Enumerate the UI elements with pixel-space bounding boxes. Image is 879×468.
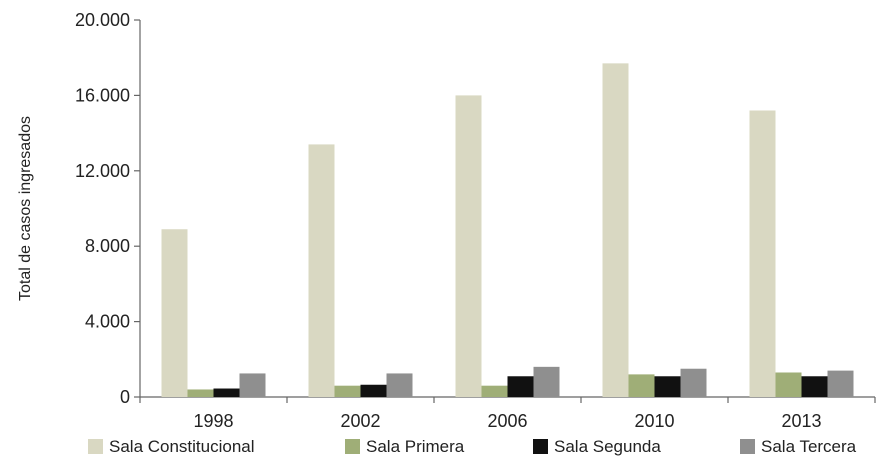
bar bbox=[533, 366, 560, 397]
x-tick-label: 2002 bbox=[340, 411, 380, 431]
bar bbox=[775, 372, 802, 397]
legend: Sala Constitucional Sala Primera Sala Segu… bbox=[88, 437, 857, 456]
bar bbox=[455, 95, 482, 398]
legend-label: Sala Primera bbox=[366, 437, 465, 456]
legend-label: Sala Segunda bbox=[554, 437, 661, 456]
x-tick-label: 2013 bbox=[781, 411, 821, 431]
y-tick-label: 4.000 bbox=[85, 312, 130, 332]
x-ticks: 1998 2002 2006 2010 2013 bbox=[139, 397, 876, 431]
x-tick-label: 2010 bbox=[634, 411, 674, 431]
bar bbox=[187, 389, 214, 397]
legend-swatch bbox=[533, 439, 548, 454]
bar bbox=[654, 376, 681, 397]
bar bbox=[308, 144, 335, 397]
y-axis-title: Total de casos ingresados bbox=[17, 116, 34, 301]
bars bbox=[161, 63, 854, 398]
y-tick-label: 16.000 bbox=[75, 85, 130, 105]
legend-label: Sala Constitucional bbox=[109, 437, 255, 456]
y-tick-label: 20.000 bbox=[75, 10, 130, 30]
legend-swatch bbox=[88, 439, 103, 454]
bar bbox=[801, 376, 828, 397]
bar bbox=[481, 385, 508, 397]
y-tick-label: 0 bbox=[120, 387, 130, 407]
bar bbox=[827, 370, 854, 397]
legend-swatch bbox=[345, 439, 360, 454]
y-tick-label: 12.000 bbox=[75, 161, 130, 181]
bar bbox=[334, 385, 361, 397]
legend-label: Sala Tercera bbox=[761, 437, 857, 456]
x-tick-label: 1998 bbox=[193, 411, 233, 431]
x-tick-label: 2006 bbox=[487, 411, 527, 431]
bar bbox=[602, 63, 629, 397]
bar bbox=[628, 374, 655, 397]
bar bbox=[239, 373, 266, 397]
bar bbox=[749, 110, 776, 397]
y-ticks: 0 4.000 8.000 12.000 16.000 20.000 bbox=[75, 10, 140, 407]
bar bbox=[386, 373, 413, 397]
y-tick-label: 8.000 bbox=[85, 236, 130, 256]
bar bbox=[507, 376, 534, 397]
bar bbox=[161, 229, 188, 397]
y-axis-title-group: Total de casos ingresados bbox=[17, 116, 34, 301]
bar bbox=[680, 368, 707, 397]
legend-swatch bbox=[740, 439, 755, 454]
bar bbox=[213, 388, 240, 397]
bar bbox=[360, 384, 387, 397]
